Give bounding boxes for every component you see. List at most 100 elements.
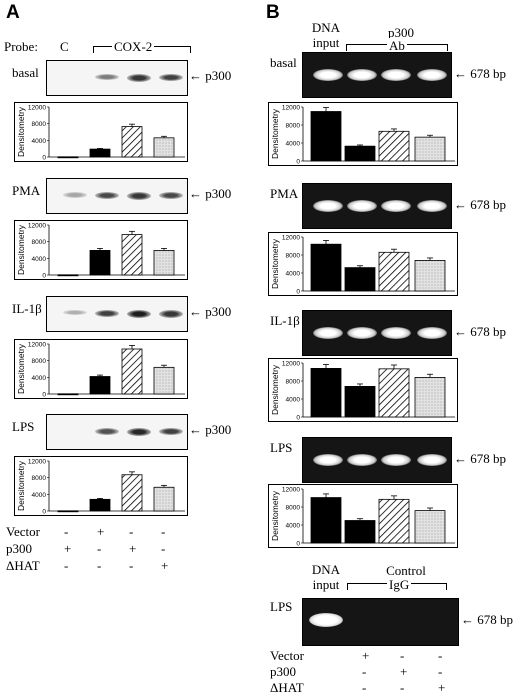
probe-label: Probe: — [4, 39, 38, 54]
treatment-b-dhat-label: ΔHAT — [270, 680, 304, 695]
control-band-size: ← 678 bp — [461, 612, 513, 627]
p300-label-text: p300 — [205, 422, 232, 437]
control-input-band — [309, 613, 343, 627]
band-size-text: 678 bp — [470, 197, 506, 212]
bar — [378, 130, 410, 162]
y-tick-label: 8000 — [286, 253, 301, 260]
y-tick-label: 4000 — [286, 141, 301, 148]
treatment-sign: - — [97, 541, 102, 556]
y-axis-label: Densitometry — [16, 343, 26, 394]
bar — [378, 368, 410, 418]
treatment-sign: - — [161, 541, 166, 556]
control-ctrl-line2: IgG — [387, 577, 412, 593]
gel-band — [417, 327, 447, 339]
y-tick-label: 0 — [42, 273, 46, 280]
gel-band — [381, 327, 411, 339]
y-tick-label: 8000 — [286, 379, 301, 386]
treatment-sign: - — [362, 664, 367, 679]
y-axis-label: Densitometry — [16, 460, 26, 511]
densitometry-chart: 0 4000 8000 12000 Densitometry — [268, 102, 458, 166]
chip-gel — [302, 437, 452, 483]
blot-band — [95, 192, 119, 200]
band-size-arrow: ← 678 bp — [454, 197, 506, 212]
y-axis-label: Densitometry — [270, 490, 280, 541]
treatment-sign: - — [438, 648, 443, 663]
treatment-sign: + — [161, 558, 169, 573]
y-axis-label: Densitometry — [270, 364, 280, 415]
y-tick-label: 8000 — [32, 239, 47, 246]
treatment-sign: - — [129, 558, 134, 573]
bar — [89, 148, 111, 158]
y-axis-label: Densitometry — [270, 108, 280, 159]
blot-band — [159, 192, 183, 200]
treatment-b-p300-label: p300 — [270, 664, 296, 679]
y-tick-label: 4000 — [32, 492, 47, 499]
bar — [121, 474, 143, 512]
treatment-sign: - — [400, 680, 405, 695]
treatment-dhat-label: ΔHAT — [6, 558, 40, 573]
bar — [57, 274, 79, 277]
gel-band — [417, 200, 447, 212]
chip-gel — [302, 52, 452, 98]
y-tick-label: 4000 — [32, 138, 47, 145]
y-tick-label: 8000 — [32, 121, 47, 128]
bar — [378, 498, 410, 544]
control-row-label: LPS — [270, 599, 293, 614]
band-size-text: 678 bp — [470, 66, 506, 81]
bar — [153, 137, 175, 158]
control-gel — [302, 598, 459, 646]
bar — [121, 234, 143, 276]
y-tick-label: 0 — [296, 289, 300, 296]
y-tick-label: 8000 — [32, 475, 47, 482]
panel-a-letter: A — [6, 2, 20, 23]
y-tick-label: 12000 — [28, 342, 46, 349]
y-axis-label: Densitometry — [16, 224, 26, 275]
treatment-sign: + — [438, 680, 446, 695]
blot-band — [127, 74, 151, 82]
y-tick-label: 12000 — [282, 235, 300, 242]
treatment-sign: - — [400, 648, 405, 663]
bar — [414, 510, 446, 544]
densitometry-chart: 0 4000 8000 12000 Densitometry — [14, 102, 188, 162]
bar — [89, 250, 111, 276]
y-tick-label: 12000 — [28, 223, 46, 230]
blot-band — [95, 428, 119, 436]
treatment-sign: - — [438, 664, 443, 679]
gel-band — [313, 454, 343, 466]
y-tick-label: 4000 — [286, 397, 301, 404]
y-tick-label: 0 — [42, 392, 46, 399]
control-dna-input-label: DNA input — [306, 562, 346, 592]
bar — [89, 376, 111, 395]
gel-band — [347, 69, 377, 81]
row-label: IL-1β — [12, 301, 42, 316]
y-tick-label: 12000 — [282, 487, 300, 494]
dna-input-line2: input — [312, 35, 340, 50]
y-tick-label: 12000 — [28, 105, 46, 112]
bar — [121, 126, 143, 158]
p300-label-text: p300 — [205, 304, 232, 319]
blot-band — [159, 74, 183, 82]
y-tick-label: 12000 — [282, 105, 300, 112]
bar — [344, 267, 376, 292]
p300-arrow-label: ← p300 — [189, 422, 232, 437]
bar — [378, 251, 410, 292]
control-dna-input-line1: DNA — [311, 562, 341, 577]
y-axis-label: Densitometry — [270, 238, 280, 289]
y-tick-label: 0 — [296, 415, 300, 422]
bar — [310, 497, 342, 544]
blot-band — [159, 310, 183, 318]
bar — [89, 498, 111, 512]
treatment-sign: - — [64, 558, 69, 573]
y-tick-label: 4000 — [286, 271, 301, 278]
ab-line1: p300 — [388, 25, 414, 40]
p300-label-text: p300 — [205, 186, 232, 201]
y-axis-label: Densitometry — [16, 106, 26, 157]
treatment-sign: + — [400, 664, 408, 679]
